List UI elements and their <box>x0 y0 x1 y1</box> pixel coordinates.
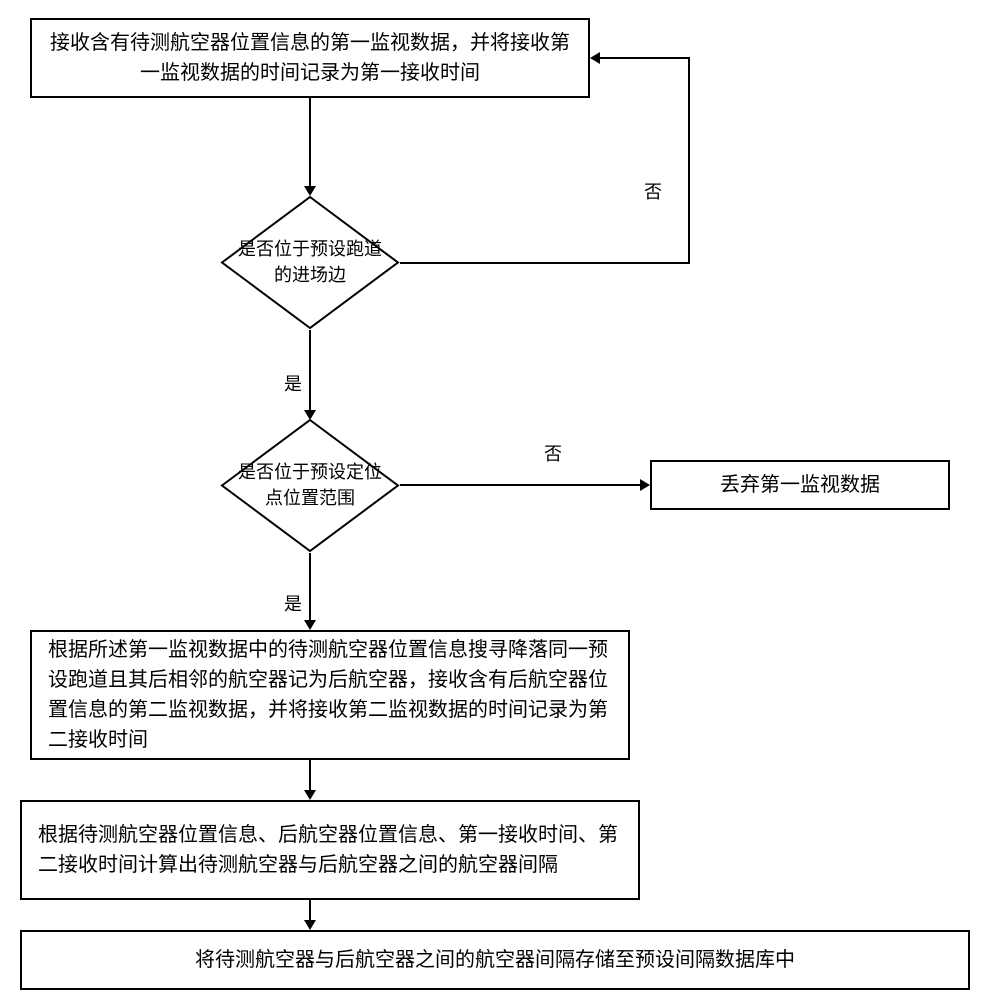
arrow-1-to-d1 <box>309 98 311 186</box>
box-discard: 丢弃第一监视数据 <box>650 460 950 510</box>
flowchart-container: 接收含有待测航空器位置信息的第一监视数据，并将接收第一监视数据的时间记录为第一接… <box>0 0 1000 997</box>
arrow-d2-yes-head <box>304 620 316 630</box>
diamond-preset-position: 是否位于预设定位点位置范围 <box>220 418 400 553</box>
diamond2-text: 是否位于预设定位点位置范围 <box>220 418 400 553</box>
label-no2: 否 <box>540 440 566 466</box>
label-no1: 否 <box>640 178 666 204</box>
label-yes1: 是 <box>280 370 306 396</box>
arrow-3-4-head <box>304 790 316 800</box>
diamond1-text: 是否位于预设跑道的进场边 <box>220 195 400 330</box>
arrow-d2-no-head <box>640 479 650 491</box>
box-store-interval: 将待测航空器与后航空器之间的航空器间隔存储至预设间隔数据库中 <box>20 930 970 990</box>
box-receive-first-data: 接收含有待测航空器位置信息的第一监视数据，并将接收第一监视数据的时间记录为第一接… <box>30 18 590 98</box>
arrow-d1-no-h1 <box>400 262 690 264</box>
arrow-d1-no-head <box>590 52 600 64</box>
arrow-d2-yes <box>309 553 311 620</box>
diamond-approach-side: 是否位于预设跑道的进场边 <box>220 195 400 330</box>
discard-text: 丢弃第一监视数据 <box>720 470 880 500</box>
label-yes2: 是 <box>280 590 306 616</box>
box-calculate-interval: 根据待测航空器位置信息、后航空器位置信息、第一接收时间、第二接收时间计算出待测航… <box>20 800 640 900</box>
arrow-d2-no <box>400 484 640 486</box>
arrow-d1-yes <box>309 330 311 410</box>
arrow-d1-no-v <box>688 58 690 264</box>
box3-text: 根据所述第一监视数据中的待测航空器位置信息搜寻降落同一预设跑道且其后相邻的航空器… <box>48 635 612 755</box>
arrow-d1-no-h2 <box>600 57 690 59</box>
box-search-rear-aircraft: 根据所述第一监视数据中的待测航空器位置信息搜寻降落同一预设跑道且其后相邻的航空器… <box>30 630 630 760</box>
arrow-4-5-head <box>304 920 316 930</box>
box1-text: 接收含有待测航空器位置信息的第一监视数据，并将接收第一监视数据的时间记录为第一接… <box>48 28 572 88</box>
arrow-3-4 <box>309 760 311 790</box>
box4-text: 根据待测航空器位置信息、后航空器位置信息、第一接收时间、第二接收时间计算出待测航… <box>38 820 622 880</box>
arrow-4-5 <box>309 900 311 920</box>
box5-text: 将待测航空器与后航空器之间的航空器间隔存储至预设间隔数据库中 <box>195 945 795 975</box>
